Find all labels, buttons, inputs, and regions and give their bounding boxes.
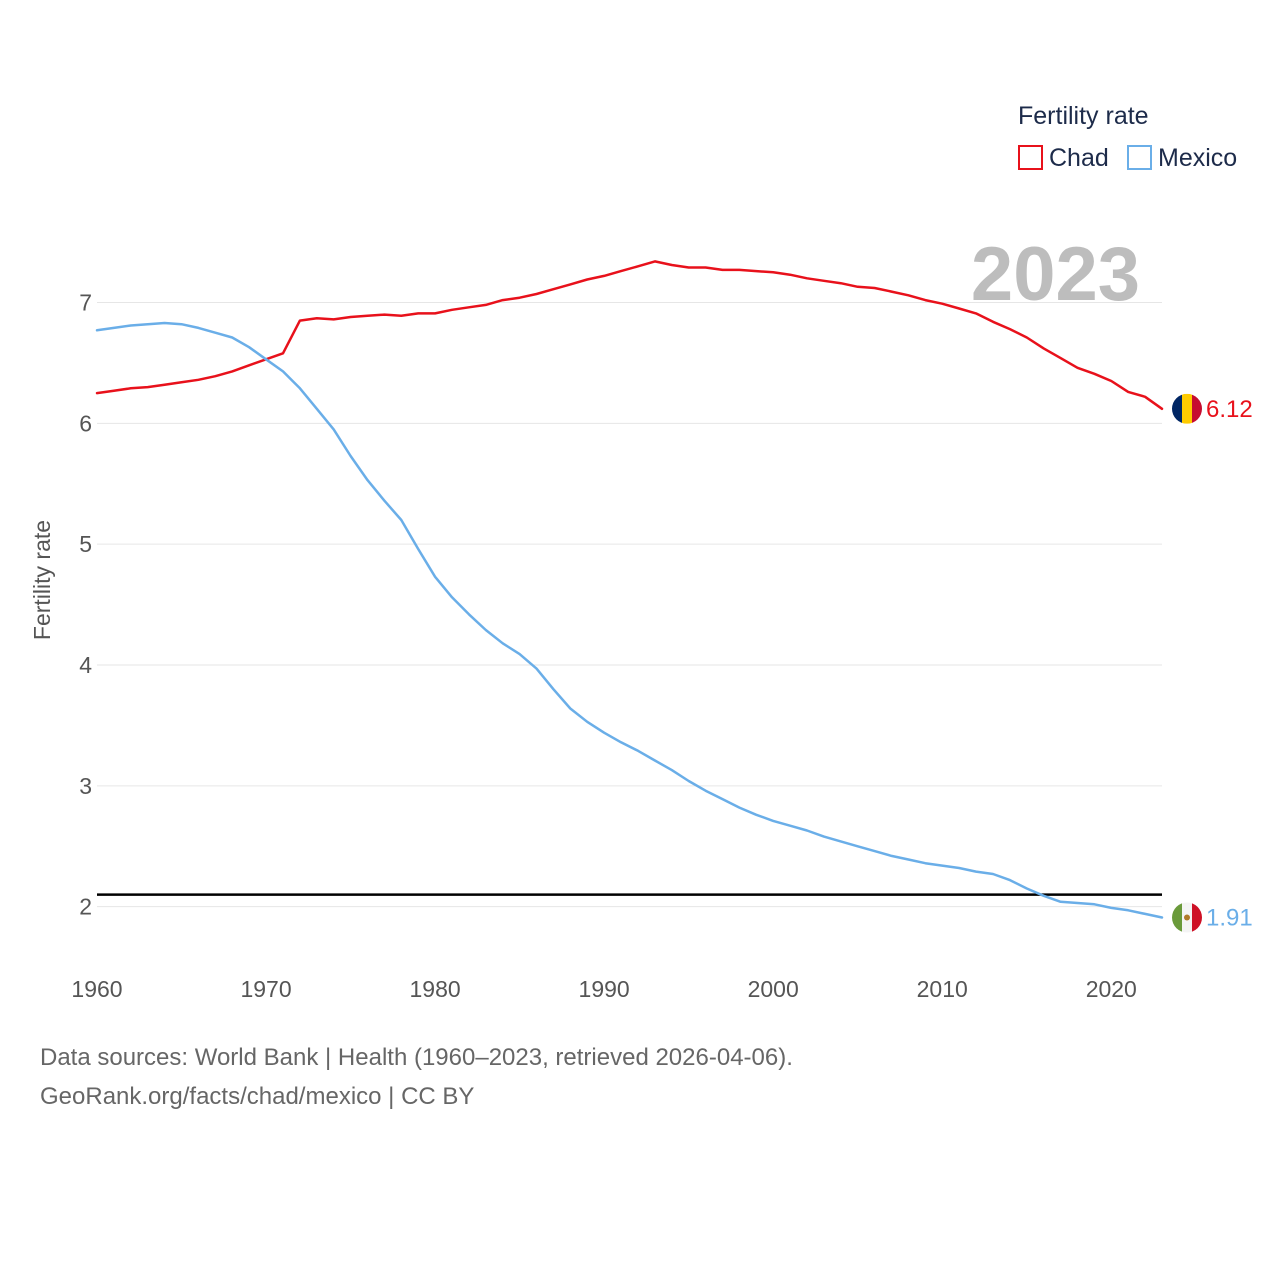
legend-title: Fertility rate (1018, 102, 1149, 130)
y-tick-label: 6 (79, 410, 92, 436)
x-tick-label: 1990 (579, 976, 630, 1002)
footer-credit[interactable]: GeoRank.org/facts/chad/mexico | CC BY (40, 1083, 475, 1110)
axes: 2 3 4 5 6 7 1960 1970 1980 1990 2000 2010 2020 (71, 290, 1136, 1003)
legend-label-mexico: Mexico (1158, 144, 1237, 172)
grid (97, 302, 1162, 908)
y-tick-label: 2 (79, 894, 92, 920)
x-tick-label: 2000 (748, 976, 799, 1002)
chad-end-value: 6.12 (1206, 396, 1253, 423)
x-tick-label: 1970 (240, 976, 291, 1002)
chad-flag-icon (1172, 393, 1202, 424)
y-tick-label: 4 (79, 652, 92, 678)
y-axis-title: Fertility rate (29, 520, 55, 640)
x-tick-label: 2010 (917, 976, 968, 1002)
footer-sources: Data sources: World Bank | Health (1960–… (40, 1044, 793, 1071)
x-tick-label: 2020 (1086, 976, 1137, 1002)
year-label: 2023 (971, 232, 1140, 317)
series (95, 260, 1164, 919)
y-tick-label: 3 (79, 773, 92, 799)
legend-swatch-mexico (1127, 145, 1152, 170)
x-tick-label: 1980 (410, 976, 461, 1002)
legend-item-chad[interactable]: Chad (1018, 144, 1109, 172)
mexico-flag-icon (1172, 902, 1202, 933)
legend-item-mexico[interactable]: Mexico (1127, 144, 1237, 172)
legend: Fertility rate Chad Mexico (1018, 102, 1237, 172)
legend-swatch-chad (1018, 145, 1043, 170)
y-tick-label: 7 (79, 290, 92, 316)
series-line-mexico[interactable] (95, 321, 1164, 919)
x-tick-label: 1960 (71, 976, 122, 1002)
y-tick-label: 5 (79, 531, 92, 557)
series-line-chad[interactable] (95, 260, 1164, 411)
mexico-end-value: 1.91 (1206, 905, 1253, 932)
legend-label-chad: Chad (1049, 144, 1109, 172)
